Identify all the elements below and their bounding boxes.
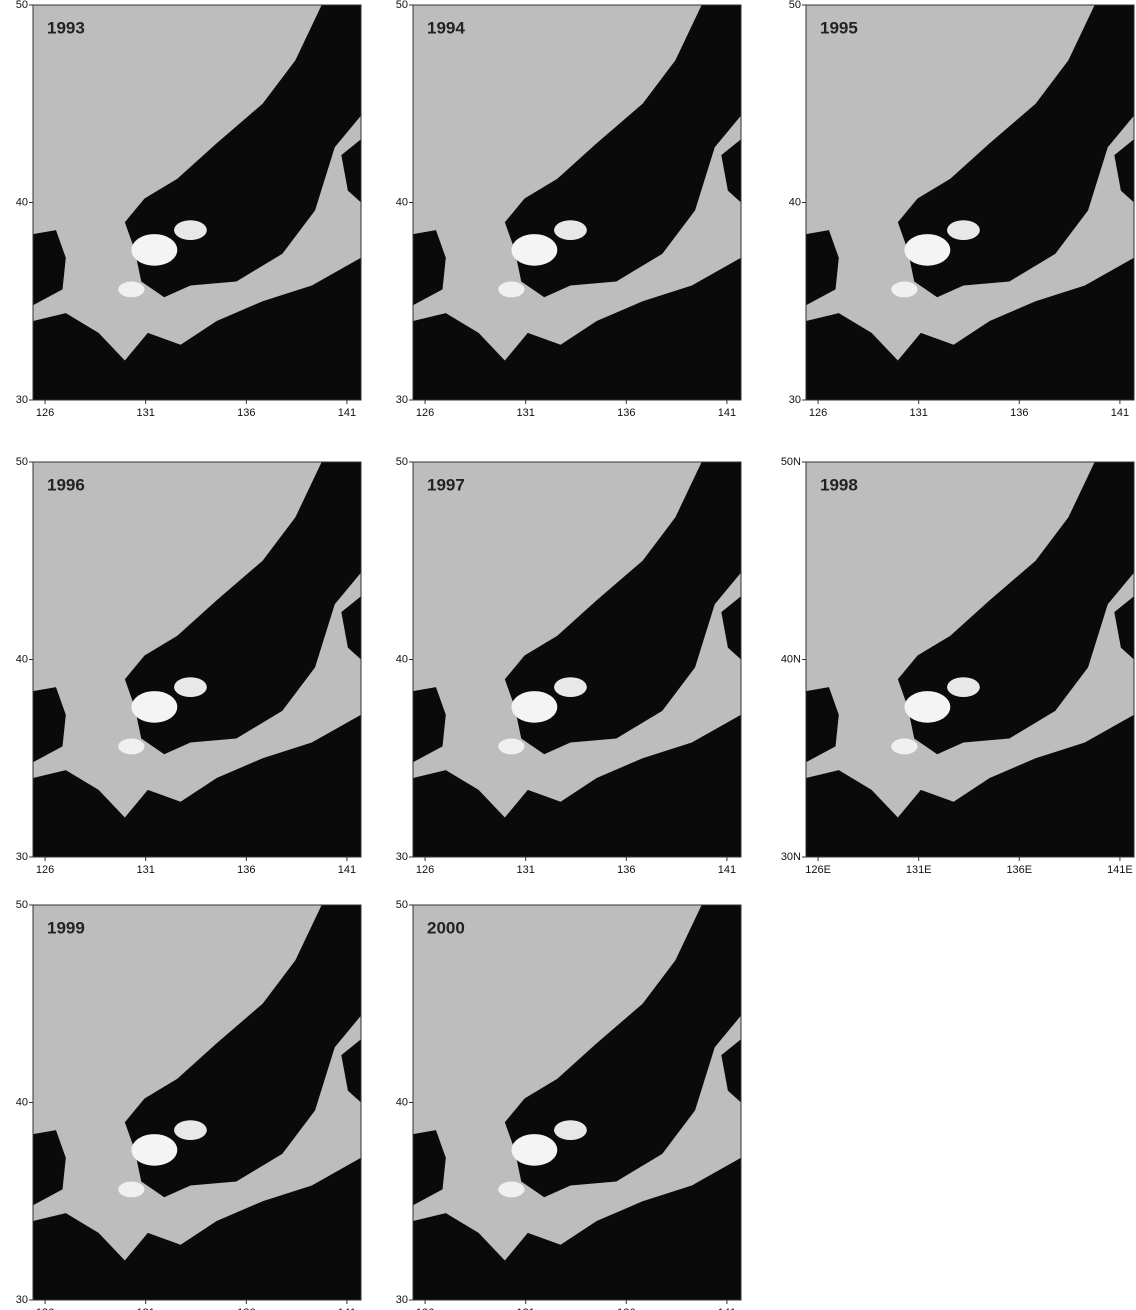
x-tick-label: 131	[137, 864, 155, 876]
x-tick-label: 126E	[805, 864, 831, 876]
map-image	[806, 462, 1134, 857]
y-tick-label: 40	[16, 653, 28, 665]
map-panel: 1997 30 40 50 126 131 136 141	[396, 456, 741, 876]
y-tick-label: 50N	[781, 456, 801, 468]
y-tick-label: 30	[16, 394, 28, 406]
x-tick-label: 136	[617, 407, 635, 419]
y-tick-label: 40N	[781, 653, 801, 665]
x-tick-label: 126	[809, 407, 827, 419]
y-tick-label: 30	[16, 851, 28, 863]
x-tick-label: 126	[36, 864, 54, 876]
x-tick-label: 131	[910, 407, 928, 419]
y-tick-label: 50	[16, 899, 28, 911]
panel-year: 1993	[47, 18, 85, 37]
x-tick-label: 141E	[1107, 864, 1133, 876]
y-tick-label: 50	[396, 456, 408, 468]
x-tick-label: 136	[237, 864, 255, 876]
x-tick-label: 136E	[1006, 864, 1032, 876]
x-tick-label: 126	[416, 407, 434, 419]
y-tick-label: 40	[396, 653, 408, 665]
x-tick-label: 141	[338, 407, 356, 419]
map-image	[413, 905, 741, 1300]
x-tick-label: 136	[1010, 407, 1028, 419]
y-tick-label: 30	[396, 394, 408, 406]
x-tick-label: 131	[137, 407, 155, 419]
y-tick-label: 50	[16, 0, 28, 11]
map-image	[33, 462, 361, 857]
x-tick-label: 136	[237, 407, 255, 419]
panel-year: 1995	[820, 18, 858, 37]
map-image	[33, 905, 361, 1300]
map-image	[806, 5, 1134, 400]
y-tick-label: 40	[16, 196, 28, 208]
panel-year: 1999	[47, 918, 85, 937]
panel-year: 1997	[427, 475, 465, 494]
panel-year: 2000	[427, 918, 465, 937]
panel-year: 1996	[47, 475, 85, 494]
x-tick-label: 126	[36, 407, 54, 419]
y-tick-label: 40	[16, 1096, 28, 1108]
figure: 1993 30 40 50 126 131 136 141 1994 30 40 50 126 131 13…	[0, 0, 1136, 1310]
map-image	[33, 5, 361, 400]
map-image	[413, 5, 741, 400]
y-tick-label: 50	[16, 456, 28, 468]
map-panel: 1993 30 40 50 126 131 136 141	[16, 0, 361, 419]
x-tick-label: 126	[416, 864, 434, 876]
y-tick-label: 40	[789, 196, 801, 208]
x-tick-label: 136	[617, 864, 635, 876]
y-tick-label: 30	[396, 851, 408, 863]
map-panel: 2000304050126131136141	[396, 899, 741, 1310]
panel-year: 1994	[427, 18, 465, 37]
x-tick-label: 141	[718, 407, 736, 419]
map-panel: 1994 30 40 50 126 131 136 141	[396, 0, 741, 419]
y-tick-label: 40	[396, 196, 408, 208]
y-tick-label: 50	[396, 899, 408, 911]
x-tick-label: 131	[517, 864, 535, 876]
x-tick-label: 141	[338, 864, 356, 876]
map-image	[413, 462, 741, 857]
y-tick-label: 30	[789, 394, 801, 406]
x-tick-label: 141	[1111, 407, 1129, 419]
map-panel: 1996 30 40 50 126 131 136 141	[16, 456, 361, 876]
y-tick-label: 30	[396, 1294, 408, 1306]
map-panel: 1999304050126131136141	[16, 899, 361, 1310]
map-panel: 1998 30N 40N 50N 126E 131E 136E 141E	[781, 456, 1134, 876]
y-tick-label: 50	[396, 0, 408, 11]
x-tick-label: 131E	[906, 864, 932, 876]
y-tick-label: 30N	[781, 851, 801, 863]
x-tick-label: 131	[517, 407, 535, 419]
panel-year: 1998	[820, 475, 858, 494]
map-panel: 1995 30 40 50 126 131 136 141	[789, 0, 1134, 419]
y-tick-label: 30	[16, 1294, 28, 1306]
x-tick-label: 141	[718, 864, 736, 876]
y-tick-label: 50	[789, 0, 801, 11]
y-tick-label: 40	[396, 1096, 408, 1108]
